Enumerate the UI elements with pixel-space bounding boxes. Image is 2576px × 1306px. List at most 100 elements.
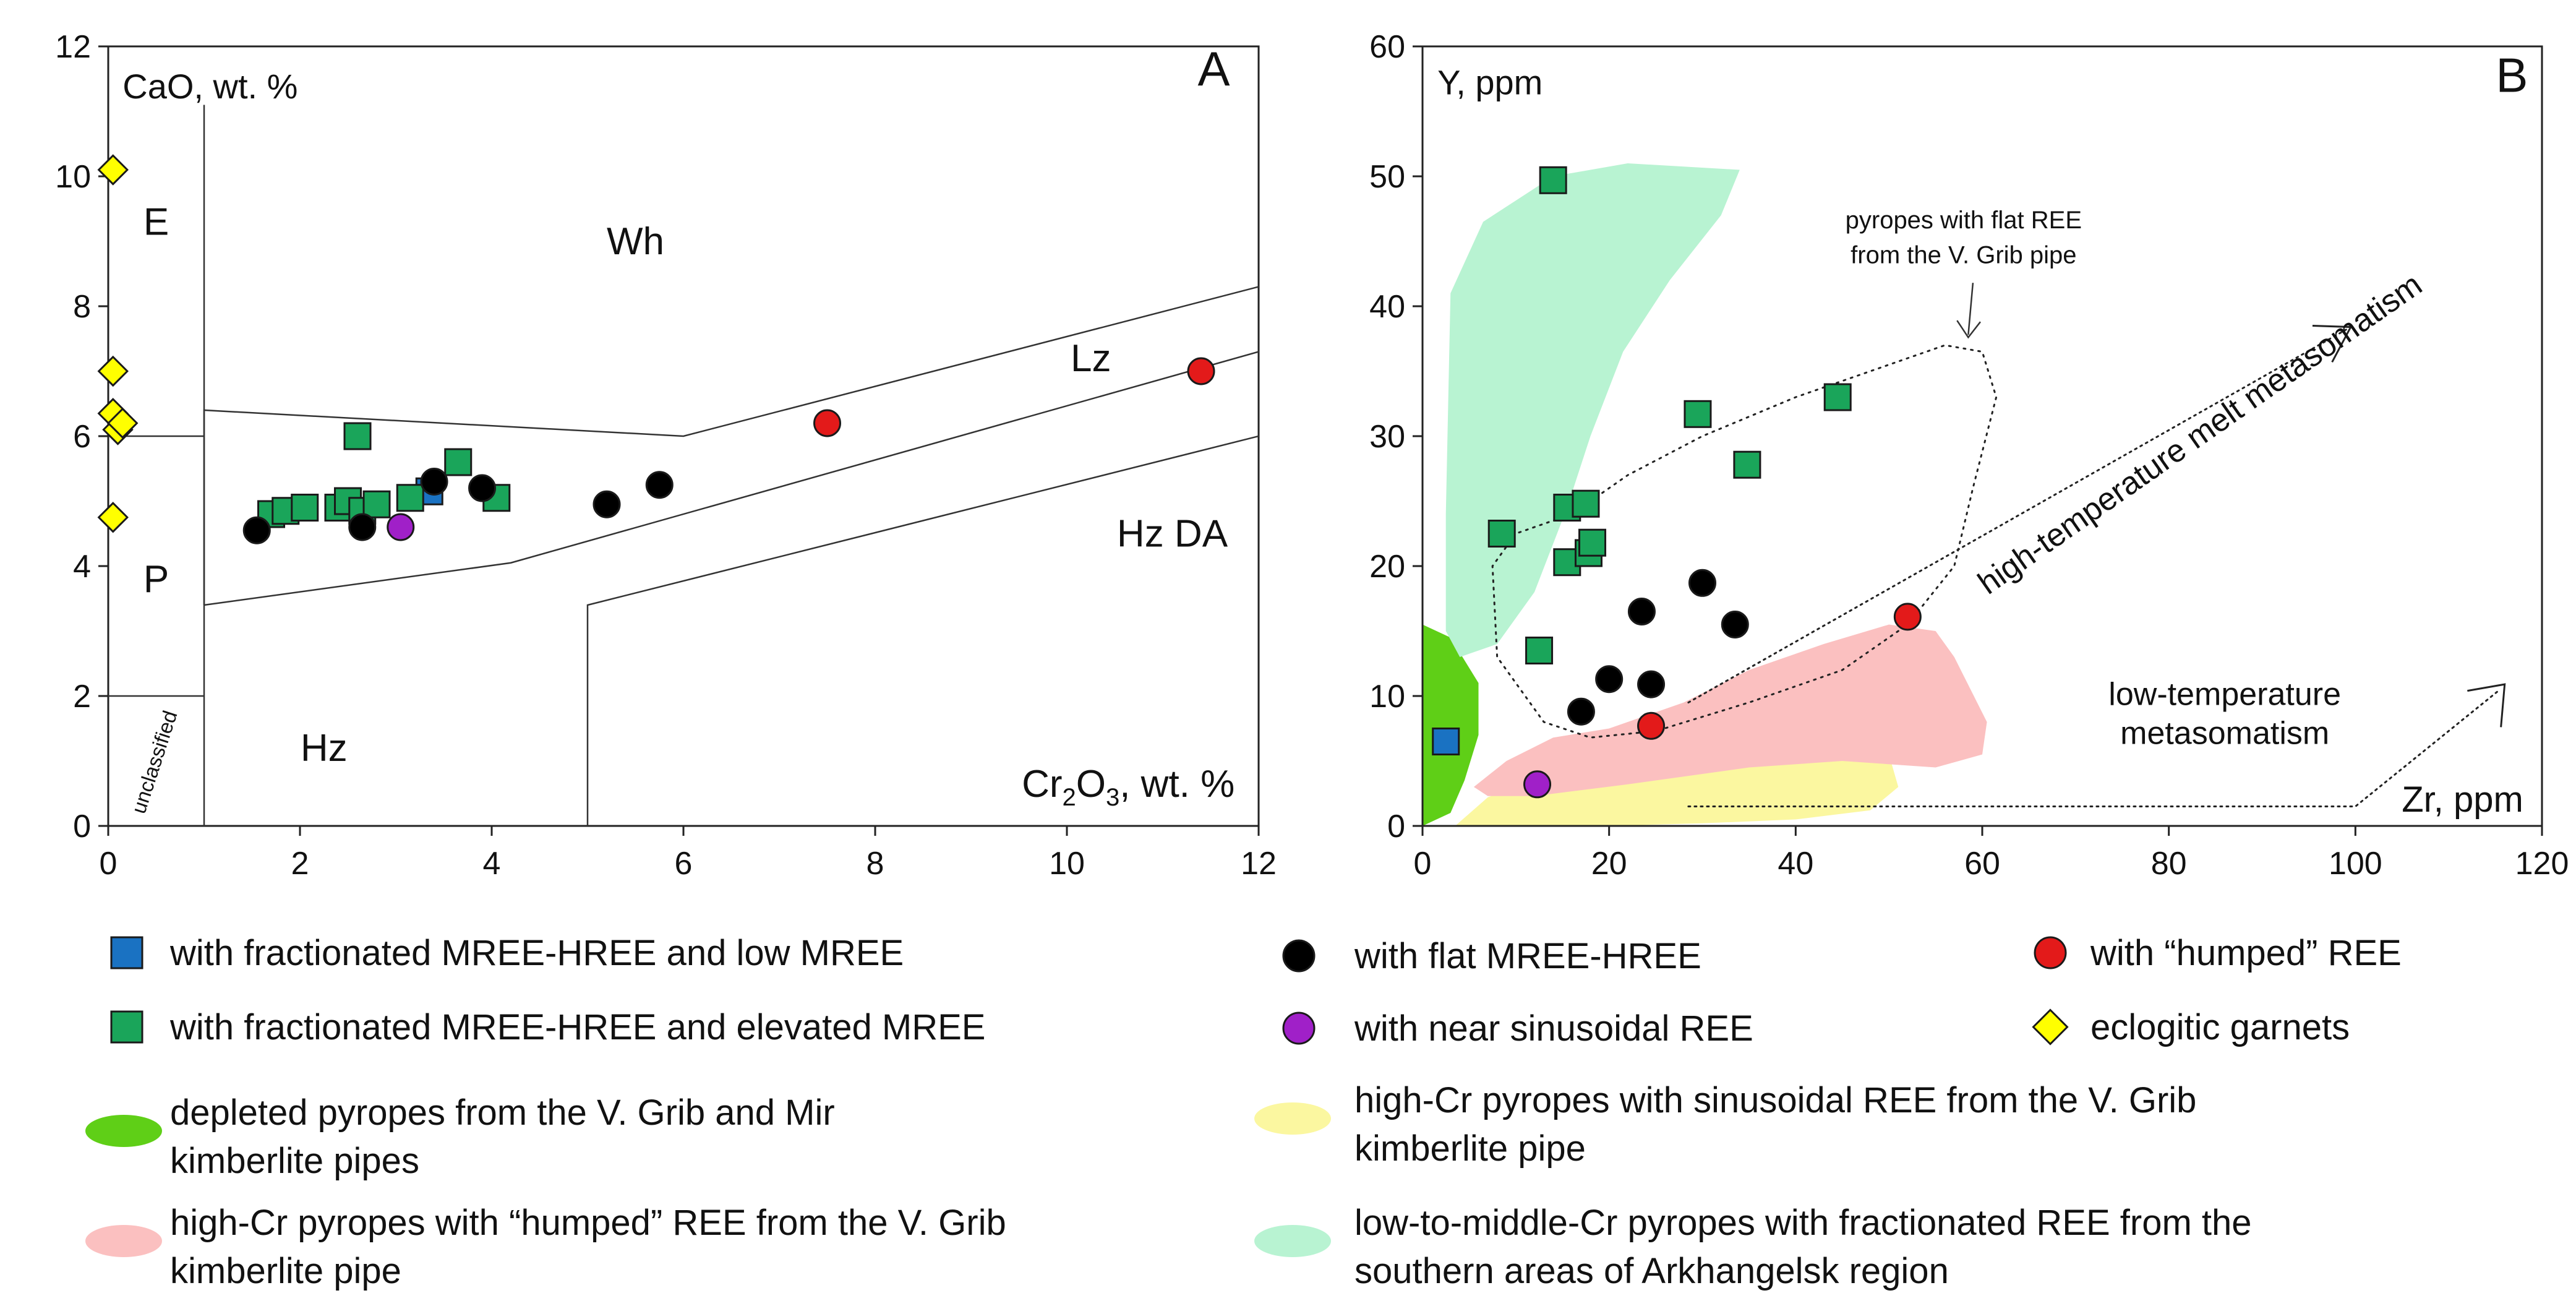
legend-item-with-flat-mree-hree: with flat MREE-HREE — [1282, 936, 1701, 976]
x-tick-label: 80 — [2151, 846, 2187, 882]
y-tick-label: 8 — [73, 289, 91, 325]
x-tick-label: 120 — [2515, 846, 2569, 882]
y-axis-label: CaO, wt. % — [122, 67, 297, 106]
panel-label: A — [1197, 41, 1230, 96]
annotation-from-the-v-grib-pipe: from the V. Grib pipe — [1851, 242, 2076, 269]
region-label-p: P — [143, 558, 169, 601]
legend-swatch — [1254, 1102, 1331, 1135]
legend-label: kimberlite pipes — [170, 1141, 419, 1181]
data-point — [1684, 400, 1712, 428]
field-depleted-pyropes-from-the-v-grib-and-mir-kimberlite-pipes — [1423, 624, 1479, 826]
series-with-flat-mree-hree — [1567, 569, 1749, 726]
x-tick-label: 12 — [1241, 846, 1277, 882]
field-low-to-middle-cr-pyropes-with-fractionated-ree-from-the-southern-areas-of-arkhangelsk-region — [1445, 163, 1740, 657]
legend-item-with-fractionated-mree-hree-and-low-mree: with fractionated MREE-HREE and low MREE — [110, 933, 904, 973]
x-tick-label: 8 — [867, 846, 884, 882]
region-label-e: E — [143, 201, 169, 244]
legend-item-with-near-sinusoidal-ree: with near sinusoidal REE — [1282, 1008, 1753, 1049]
y-tick-label: 30 — [1369, 419, 1405, 455]
y-tick-label: 40 — [1369, 289, 1405, 325]
x-tick-label: 20 — [1591, 846, 1627, 882]
annotation-metasomatism: metasomatism — [2120, 716, 2329, 752]
x-tick-label: 100 — [2329, 846, 2382, 882]
high-temp-trend-arrow-line — [1687, 329, 2347, 703]
data-point — [97, 154, 129, 186]
x-tick-label: 10 — [1049, 846, 1085, 882]
series-with-near-sinusoidal-ree — [387, 513, 415, 541]
region-label-wh: Wh — [607, 220, 664, 263]
legend-label: southern areas of Arkhangelsk region — [1354, 1251, 1949, 1291]
panel-a-cao-vs-cr2o3: 0 2 4 6 8 10 12 0 2 4 6 8 10 12 E P Wh Lz Hz DA Hz unclassif… — [55, 29, 1277, 882]
annotation-pointer-line — [1967, 283, 1974, 335]
legend-item-depleted-pyropes-from-the-v-grib-and-mir: depleted pyropes from the V. Grib and Mi… — [85, 1093, 835, 1181]
series-with-flat-mree-hree — [242, 468, 674, 544]
legend-label: depleted pyropes from the V. Grib and Mi… — [170, 1093, 835, 1133]
x-axis-label-part: , wt. % — [1119, 763, 1235, 806]
legend-swatch — [85, 1115, 162, 1147]
field-areas — [1423, 163, 1987, 826]
data-point — [1688, 569, 1716, 597]
data-point — [97, 355, 129, 387]
classification-boundary — [203, 351, 1259, 606]
legend-symbol — [110, 1010, 143, 1044]
data-point — [1567, 697, 1595, 726]
data-point — [242, 516, 271, 544]
series-with-humped-ree — [813, 357, 1215, 437]
data-point — [291, 494, 319, 522]
data-point — [468, 474, 496, 502]
region-label-lz: Lz — [1071, 337, 1111, 380]
legend-label: with “humped” REE — [2090, 933, 2402, 973]
y-tick-label: 10 — [55, 159, 91, 195]
data-point — [97, 502, 129, 533]
legend-label: with near sinusoidal REE — [1354, 1008, 1753, 1049]
data-point — [1733, 450, 1761, 479]
x-axis-label: Cr2O3, wt. % — [1022, 763, 1235, 811]
x-tick-label: 6 — [675, 846, 693, 882]
y-tick-label: 12 — [55, 29, 91, 65]
legend-swatch — [1254, 1225, 1331, 1257]
annotation-pointer-arrowhead — [1956, 320, 1981, 339]
low-temp-trend-arrow-line — [1687, 689, 2501, 807]
data-point — [396, 484, 424, 512]
data-point — [813, 409, 841, 437]
y-tick-label: 4 — [73, 549, 91, 585]
data-point — [420, 468, 448, 496]
legend-label: low-to-middle-Cr pyropes with fractionat… — [1354, 1203, 2252, 1243]
y-axis-label: Y, ppm — [1437, 63, 1543, 102]
data-point — [343, 422, 372, 450]
series-eclogitic-garnets — [97, 154, 139, 533]
x-axis-label-subscript: 2 — [1062, 784, 1076, 811]
y-tick-label: 0 — [73, 809, 91, 844]
y-tick-label: 6 — [73, 419, 91, 455]
data-point — [1823, 383, 1852, 411]
x-tick-label: 0 — [100, 846, 118, 882]
data-point — [362, 490, 391, 518]
legend-label: kimberlite pipe — [170, 1251, 401, 1291]
legend-item-high-cr-pyropes-with-humped-ree-from-the-v-grib: high-Cr pyropes with “humped” REE from t… — [85, 1203, 1006, 1291]
legend: with fractionated MREE-HREE and low MREE… — [85, 933, 2402, 1291]
data-point — [645, 471, 674, 499]
legend-label: kimberlite pipe — [1354, 1128, 1586, 1169]
data-point — [1539, 166, 1567, 194]
legend-symbol — [2034, 936, 2067, 969]
region-label-hz: Hz — [301, 727, 348, 770]
series-with-fractionated-mree-hree-and-elevated-mree — [257, 422, 511, 528]
legend-item-eclogitic-garnets: eclogitic garnets — [2032, 1007, 2350, 1047]
data-point — [107, 407, 139, 439]
series-with-fractionated-mree-hree-and-low-mree — [1432, 728, 1460, 755]
legend-swatch — [85, 1225, 162, 1257]
legend-symbol — [110, 936, 143, 969]
data-point — [1627, 598, 1656, 625]
x-axis-label-part: Cr — [1022, 763, 1062, 806]
x-tick-label: 2 — [291, 846, 309, 882]
y-tick-label: 0 — [1387, 809, 1405, 844]
annotation-high-temperature-melt-metasomatism: high-temperature melt metasomatism — [1972, 267, 2429, 601]
annotation-pyropes-with-flat-ree: pyropes with flat REE — [1846, 207, 2082, 234]
legend-item-low-to-middle-cr-pyropes-with-fractionated-ree-from-the: low-to-middle-Cr pyropes with fractionat… — [1254, 1203, 2252, 1291]
y-tick-label: 2 — [73, 679, 91, 715]
data-point — [348, 513, 377, 541]
x-axis-label-part: O — [1076, 763, 1106, 806]
panel-label: B — [2496, 48, 2528, 103]
